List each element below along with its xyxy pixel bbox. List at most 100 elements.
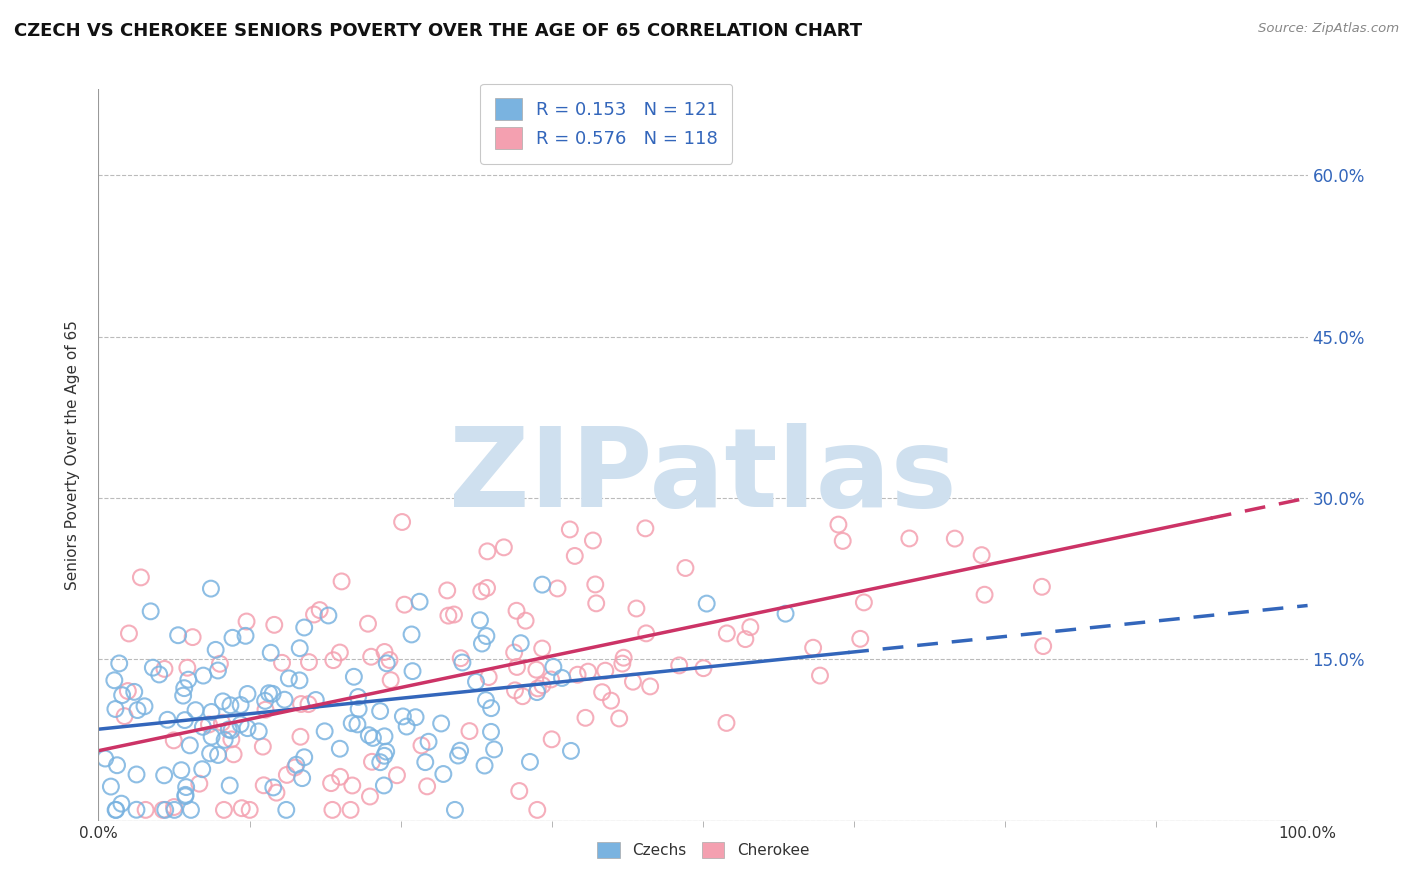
Point xyxy=(634,521,657,535)
Point xyxy=(394,598,416,612)
Point xyxy=(527,681,550,696)
Point xyxy=(218,723,240,737)
Point xyxy=(696,597,718,611)
Point xyxy=(330,574,353,589)
Point xyxy=(413,755,436,769)
Point xyxy=(290,730,312,744)
Point xyxy=(184,703,207,717)
Point xyxy=(716,626,738,640)
Point xyxy=(775,607,797,621)
Point xyxy=(444,803,467,817)
Point xyxy=(401,664,423,678)
Point xyxy=(373,748,395,763)
Point xyxy=(142,661,165,675)
Point xyxy=(262,780,284,795)
Point xyxy=(193,668,215,682)
Point xyxy=(432,767,454,781)
Point xyxy=(551,671,574,685)
Point xyxy=(567,667,589,681)
Point xyxy=(361,731,384,745)
Point xyxy=(172,689,194,703)
Point xyxy=(508,784,530,798)
Point xyxy=(212,803,235,817)
Point xyxy=(125,767,148,781)
Point xyxy=(239,803,262,817)
Point xyxy=(167,628,190,642)
Point xyxy=(276,768,298,782)
Point xyxy=(105,803,128,817)
Point xyxy=(340,716,363,731)
Point xyxy=(200,582,222,596)
Point xyxy=(329,741,352,756)
Point xyxy=(329,770,352,784)
Point xyxy=(443,607,465,622)
Point xyxy=(827,517,849,532)
Point xyxy=(134,699,156,714)
Point xyxy=(849,632,872,646)
Point xyxy=(247,724,270,739)
Point xyxy=(180,803,202,817)
Point xyxy=(214,732,236,747)
Point xyxy=(163,800,186,814)
Point xyxy=(621,674,644,689)
Point xyxy=(208,657,231,671)
Point xyxy=(235,629,257,643)
Point xyxy=(329,646,352,660)
Point xyxy=(170,763,193,777)
Point xyxy=(191,762,214,776)
Point xyxy=(218,779,240,793)
Point xyxy=(156,713,179,727)
Point xyxy=(198,747,221,761)
Point xyxy=(524,663,547,677)
Point xyxy=(378,653,401,667)
Point xyxy=(408,595,430,609)
Point xyxy=(478,670,501,684)
Point xyxy=(734,632,756,647)
Point xyxy=(591,685,613,699)
Point xyxy=(405,710,427,724)
Point xyxy=(252,739,274,754)
Point xyxy=(174,789,197,804)
Point xyxy=(127,703,149,717)
Point xyxy=(260,646,283,660)
Point xyxy=(148,667,170,681)
Point xyxy=(108,657,131,671)
Point xyxy=(636,626,658,640)
Point xyxy=(257,686,280,700)
Point xyxy=(174,788,197,802)
Point xyxy=(263,617,285,632)
Point xyxy=(626,601,648,615)
Point xyxy=(373,779,395,793)
Point xyxy=(607,711,630,725)
Point xyxy=(292,620,315,634)
Point xyxy=(284,760,307,774)
Point xyxy=(276,803,298,817)
Point xyxy=(360,649,382,664)
Point xyxy=(290,697,312,711)
Point xyxy=(437,608,460,623)
Point xyxy=(531,641,554,656)
Point xyxy=(943,532,966,546)
Point xyxy=(808,668,831,682)
Point xyxy=(152,803,174,817)
Point xyxy=(380,673,402,687)
Point xyxy=(104,803,127,817)
Point xyxy=(254,694,277,708)
Point xyxy=(114,709,136,723)
Point xyxy=(318,608,340,623)
Point xyxy=(540,732,562,747)
Point xyxy=(519,755,541,769)
Point xyxy=(254,703,277,717)
Point xyxy=(129,570,152,584)
Point xyxy=(543,660,565,674)
Point xyxy=(319,776,342,790)
Point xyxy=(229,717,252,731)
Point xyxy=(585,596,607,610)
Point xyxy=(474,758,496,772)
Point xyxy=(181,630,204,644)
Point xyxy=(740,620,762,634)
Point xyxy=(135,803,157,817)
Point xyxy=(212,694,235,708)
Point xyxy=(357,616,380,631)
Point xyxy=(273,692,295,706)
